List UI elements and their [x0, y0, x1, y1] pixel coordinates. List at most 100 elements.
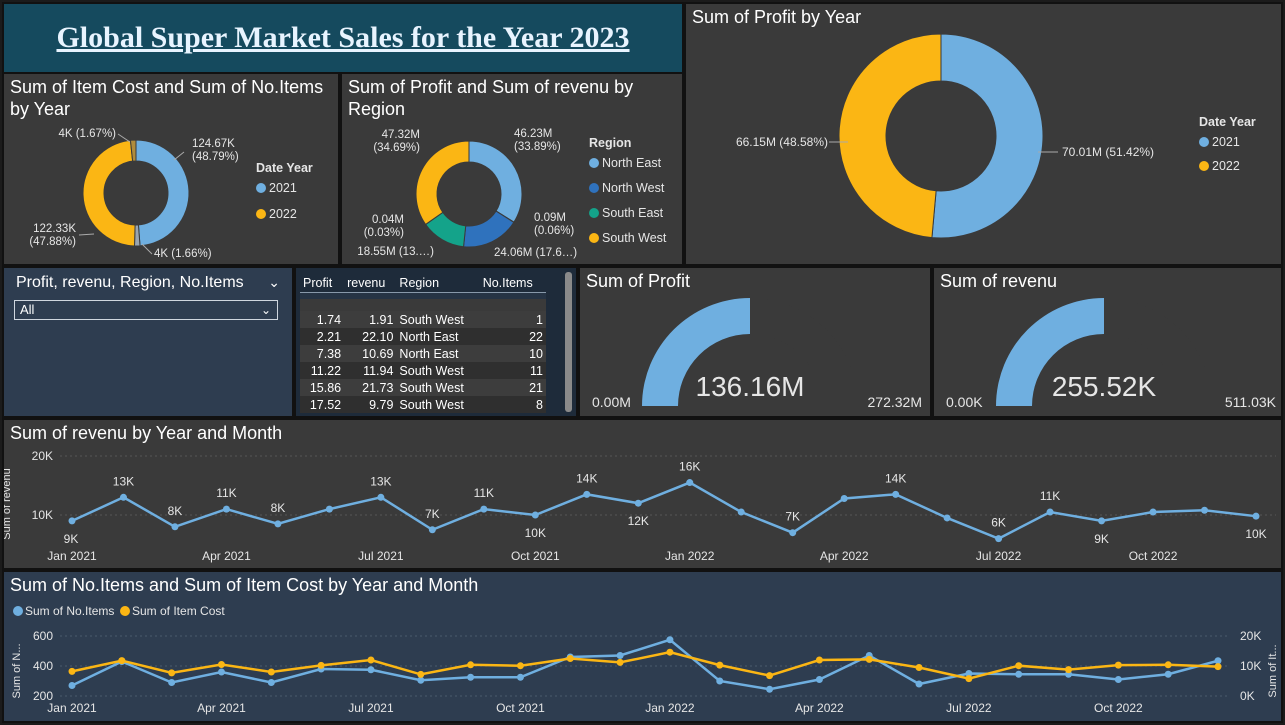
combo-point-0-14 — [766, 685, 774, 693]
combo-point-0-17 — [915, 680, 923, 688]
profit-donut-chart: 70.01M (51.42%) 66.15M (48.58%) Date Year 2… — [736, 33, 1256, 239]
region-donut-panel[interactable]: Sum of Profit and Sum of revenu by Regio… — [340, 72, 684, 266]
dashboard-title: Global Super Market Sales for the Year 2… — [56, 21, 630, 54]
revenu-point-9 — [531, 511, 539, 519]
items-leader-3 — [117, 133, 131, 143]
profit-label-1: 66.15M (48.58%) — [736, 135, 828, 149]
profit-gauge: 136.16M 0.00M 272.32M — [592, 298, 922, 410]
table-header-row: Profit revenu Region No.Items — [300, 274, 546, 293]
region-label-2: 24.06M (17.6…) — [494, 247, 577, 259]
table-row[interactable]: 17.52 9.79 South West 8 — [300, 396, 546, 413]
combo-point-0-11 — [616, 652, 624, 659]
revenu-gauge-fill — [996, 298, 1104, 406]
combo-point-1-19 — [1015, 662, 1023, 670]
table-cell: 22.10 — [344, 328, 397, 345]
revenu-point-23 — [1252, 512, 1260, 520]
slicer-value: All — [20, 302, 35, 317]
revenu-data-label-3: 11K — [216, 486, 236, 500]
revenu-data-label-12: 16K — [679, 460, 700, 474]
revenu-line-panel[interactable]: Sum of revenu by Year and Month Sum of r… — [2, 418, 1283, 570]
table-cell: 17.52 — [300, 396, 345, 413]
combo-xtick-1: Apr 2021 — [197, 701, 246, 715]
combo-point-0-18 — [965, 670, 973, 677]
revenu-point-8 — [480, 505, 488, 513]
profit-slice-1 — [838, 33, 942, 239]
items-legend-item-1: 2022 — [269, 207, 297, 221]
combo-point-1-16 — [865, 655, 873, 663]
combo-point-0-9 — [516, 673, 524, 681]
revenu-ytick-1: 10K — [32, 508, 53, 522]
profit-legend-marker-0 — [1199, 137, 1209, 147]
region-legend-marker-0 — [589, 158, 599, 168]
combo-point-1-17 — [915, 664, 923, 671]
profit-donut-title: Sum of Profit by Year — [692, 7, 862, 27]
combo-ytick-left-0: 600 — [33, 629, 53, 643]
combo-ytick-left-1: 400 — [33, 659, 53, 673]
field-slicer[interactable]: Profit, revenu, Region, No.Items ⌄ All ⌄ — [2, 266, 294, 418]
region-legend-item-3: South West — [602, 231, 667, 245]
revenu-xtick-3: Oct 2021 — [511, 549, 560, 563]
table-row[interactable]: 11.22 11.94 South West 11 — [300, 362, 546, 379]
col-header-revenu[interactable]: revenu — [347, 276, 386, 290]
combo-point-1-7 — [417, 670, 425, 678]
profit-donut-panel[interactable]: Sum of Profit by Year 70.01M (51.42%) 66.… — [684, 2, 1283, 266]
profit-gauge-fill — [642, 298, 750, 406]
revenu-gauge-panel[interactable]: Sum of revenu 255.52K 0.00K 511.03K — [932, 266, 1283, 418]
table-row[interactable]: 15.86 21.73 South West 21 — [300, 379, 546, 396]
table-cell: South West — [396, 311, 480, 328]
col-header-region[interactable]: Region — [399, 276, 440, 290]
table-cell: 7.38 — [300, 345, 345, 362]
combo-legend-marker-0 — [13, 606, 23, 616]
items-slice-3 — [129, 139, 137, 162]
table-cell: South West — [396, 396, 480, 413]
combo-point-1-18 — [965, 675, 973, 683]
revenu-gauge-max: 511.03K — [1225, 394, 1277, 410]
combo-ylabel-right: Sum of It... — [1267, 644, 1279, 697]
data-table-panel[interactable]: Profit revenu Region No.Items 1.74 1.91 So… — [294, 266, 578, 418]
table-row[interactable]: 1.74 1.91 South West 1 — [300, 311, 546, 328]
revenu-gauge-min: 0.00K — [946, 394, 983, 410]
slicer-dropdown[interactable]: All ⌄ — [14, 300, 278, 320]
data-table: Profit revenu Region No.Items 1.74 1.91 So… — [300, 274, 546, 413]
revenu-point-2 — [171, 523, 179, 531]
combo-series-line-1 — [71, 650, 1219, 680]
table-scrollbar[interactable] — [565, 272, 572, 412]
table-cell: 2.21 — [300, 328, 345, 345]
revenu-data-label-0: 9K — [64, 532, 79, 546]
region-legend-marker-2 — [589, 208, 599, 218]
dropdown-chevron-icon[interactable]: ⌄ — [260, 303, 271, 317]
combo-point-1-11 — [616, 658, 624, 666]
revenu-point-12 — [686, 479, 694, 487]
revenu-data-label-6: 13K — [370, 474, 391, 488]
combo-ytick-right-0: 20K — [1240, 629, 1261, 643]
table-row[interactable]: 2.21 22.10 North East 22 — [300, 328, 546, 345]
col-header-items[interactable]: No.Items — [482, 276, 533, 290]
combo-point-0-12 — [666, 636, 674, 644]
revenu-xtick-5: Apr 2022 — [820, 549, 869, 563]
profit-gauge-max: 272.32M — [868, 394, 922, 410]
revenu-gauge: 255.52K 0.00K 511.03K — [946, 298, 1277, 410]
table-row[interactable]: 7.38 10.69 North East 10 — [300, 345, 546, 362]
combo-point-0-4 — [267, 679, 275, 686]
col-header-profit[interactable]: Profit — [303, 276, 333, 290]
combo-point-0-7 — [417, 676, 425, 684]
combo-point-1-12 — [666, 648, 674, 656]
revenu-data-label-16: 14K — [885, 471, 906, 485]
revenu-point-7 — [428, 526, 436, 534]
table-cell: North East — [396, 328, 480, 345]
revenu-point-21 — [1149, 508, 1157, 516]
revenu-data-label-14: 7K — [785, 510, 800, 524]
revenu-xtick-1: Apr 2021 — [202, 549, 251, 563]
items-donut-panel[interactable]: Sum of Item Cost and Sum of No.Items by … — [2, 72, 340, 266]
combo-legend-item-0: Sum of No.Items — [25, 604, 114, 618]
chevron-down-icon[interactable]: ⌄ — [268, 274, 280, 290]
revenu-xtick-2: Jul 2021 — [358, 549, 404, 563]
region-slice-5 — [415, 140, 470, 226]
combo-xtick-4: Jan 2022 — [645, 701, 695, 715]
revenu-xtick-7: Oct 2022 — [1129, 549, 1178, 563]
combo-line-panel[interactable]: Sum of No.Items and Sum of Item Cost by … — [2, 570, 1283, 723]
revenu-data-label-9: 10K — [525, 526, 546, 540]
combo-point-1-21 — [1114, 661, 1122, 669]
combo-point-1-10 — [566, 655, 574, 662]
profit-gauge-panel[interactable]: Sum of Profit 136.16M 0.00M 272.32M — [578, 266, 932, 418]
